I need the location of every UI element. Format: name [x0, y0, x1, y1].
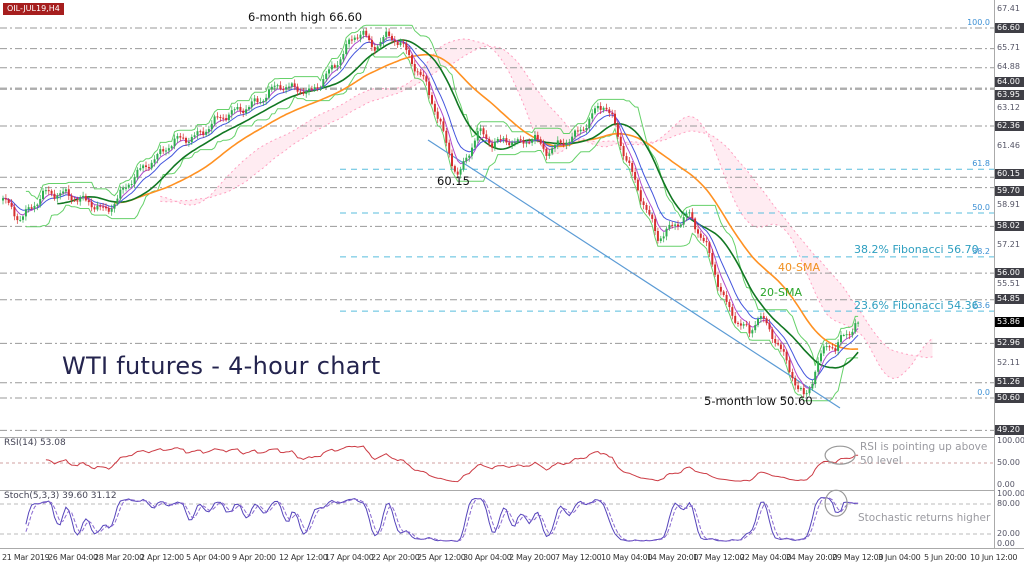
price-axis-level-badge: 60.15	[995, 169, 1024, 179]
stochastic-highlight-circle	[824, 489, 848, 517]
price-axis-level-badge: 49.20	[995, 425, 1024, 435]
rsi-axis-label: 50.00	[997, 458, 1020, 467]
descending-trendline	[427, 139, 841, 409]
price-axis-tick: 63.12	[997, 103, 1020, 112]
price-axis-level-badge: 64.00	[995, 77, 1024, 87]
price-axis-tick: 61.46	[997, 141, 1020, 150]
price-axis-level-badge: 56.00	[995, 268, 1024, 278]
fibonacci-percent-label: 0.0	[977, 388, 990, 397]
time-axis-label: 2 Apr 12:00	[140, 553, 184, 562]
price-axis-level-badge: 58.02	[995, 221, 1024, 231]
time-axis-label: 5 Apr 04:00	[186, 553, 230, 562]
price-axis-tick: 58.91	[997, 200, 1020, 209]
price-axis-level-badge: 51.26	[995, 377, 1024, 387]
price-axis-level-badge: 50.60	[995, 393, 1024, 403]
time-axis-label: 22 May 04:00	[740, 553, 792, 562]
fibonacci-percent-label: 50.0	[972, 203, 990, 212]
stochastic-axis-label: 80.00	[997, 499, 1020, 508]
time-axis-label: 10 May 04:00	[601, 553, 653, 562]
time-axis-label: 28 Mar 20:00	[94, 553, 144, 562]
price-axis[interactable]: 67.41 66.60 65.71 64.88 64.00 63.95 63.12 62.36…	[994, 0, 1024, 548]
time-axis-label: 10 Jun 12:00	[970, 553, 1018, 562]
rsi-axis-label: 100.00	[997, 436, 1024, 445]
time-axis-label: 30 Apr 04:00	[463, 553, 512, 562]
time-axis-label: 5 Jun 20:00	[924, 553, 967, 562]
price-axis-tick: 55.51	[997, 279, 1020, 288]
price-axis-level-badge: 63.95	[995, 90, 1024, 100]
time-axis-label: 25 Apr 12:00	[417, 553, 466, 562]
time-axis-label: 7 May 12:00	[555, 553, 602, 562]
time-axis-label: 2 May 20:00	[509, 553, 556, 562]
time-axis-label: 14 May 20:00	[647, 553, 699, 562]
fibonacci-percent-label: 23.6	[972, 301, 990, 310]
stochastic-axis-label: 100.00	[997, 489, 1024, 498]
price-axis-level-badge: 62.36	[995, 121, 1024, 131]
fibonacci-percent-label: 61.8	[972, 159, 990, 168]
price-axis-tick: 67.41	[997, 4, 1020, 13]
stochastic-axis-label: 20.00	[997, 529, 1020, 538]
time-axis-label: 21 Mar 2019	[2, 553, 50, 562]
time-axis-label: 17 May 12:00	[693, 553, 745, 562]
price-axis-level-badge: 66.60	[995, 23, 1024, 33]
time-axis-label: 17 Apr 04:00	[325, 553, 374, 562]
price-axis-level-badge: 52.96	[995, 338, 1024, 348]
fibonacci-percent-label: 100.0	[967, 18, 990, 27]
price-axis-tick: 64.88	[997, 62, 1020, 71]
stochastic-axis-label: 0.00	[997, 539, 1015, 548]
price-axis-level-badge: 53.86	[995, 317, 1024, 327]
rsi-highlight-circle	[824, 445, 856, 465]
time-axis-label: 22 Apr 20:00	[371, 553, 420, 562]
price-axis-level-badge: 59.70	[995, 186, 1024, 196]
time-axis-label: 9 Apr 20:00	[232, 553, 276, 562]
time-axis-label: 26 Mar 04:00	[48, 553, 98, 562]
fibonacci-percent-label: 38.2	[972, 247, 990, 256]
rsi-axis-label: 0.00	[997, 480, 1015, 489]
time-axis-label: 29 May 12:00	[832, 553, 884, 562]
price-axis-tick: 52.11	[997, 358, 1020, 367]
time-axis[interactable]: 21 Mar 2019 26 Mar 04:00 28 Mar 20:00 2 Apr…	[0, 548, 1024, 566]
time-axis-label: 24 May 20:00	[786, 553, 838, 562]
time-axis-label: 3 Jun 04:00	[878, 553, 921, 562]
time-axis-label: 12 Apr 12:00	[279, 553, 328, 562]
price-axis-tick: 65.71	[997, 43, 1020, 52]
price-axis-tick: 57.21	[997, 240, 1020, 249]
cloud-area	[160, 39, 933, 379]
price-axis-level-badge: 54.85	[995, 294, 1024, 304]
